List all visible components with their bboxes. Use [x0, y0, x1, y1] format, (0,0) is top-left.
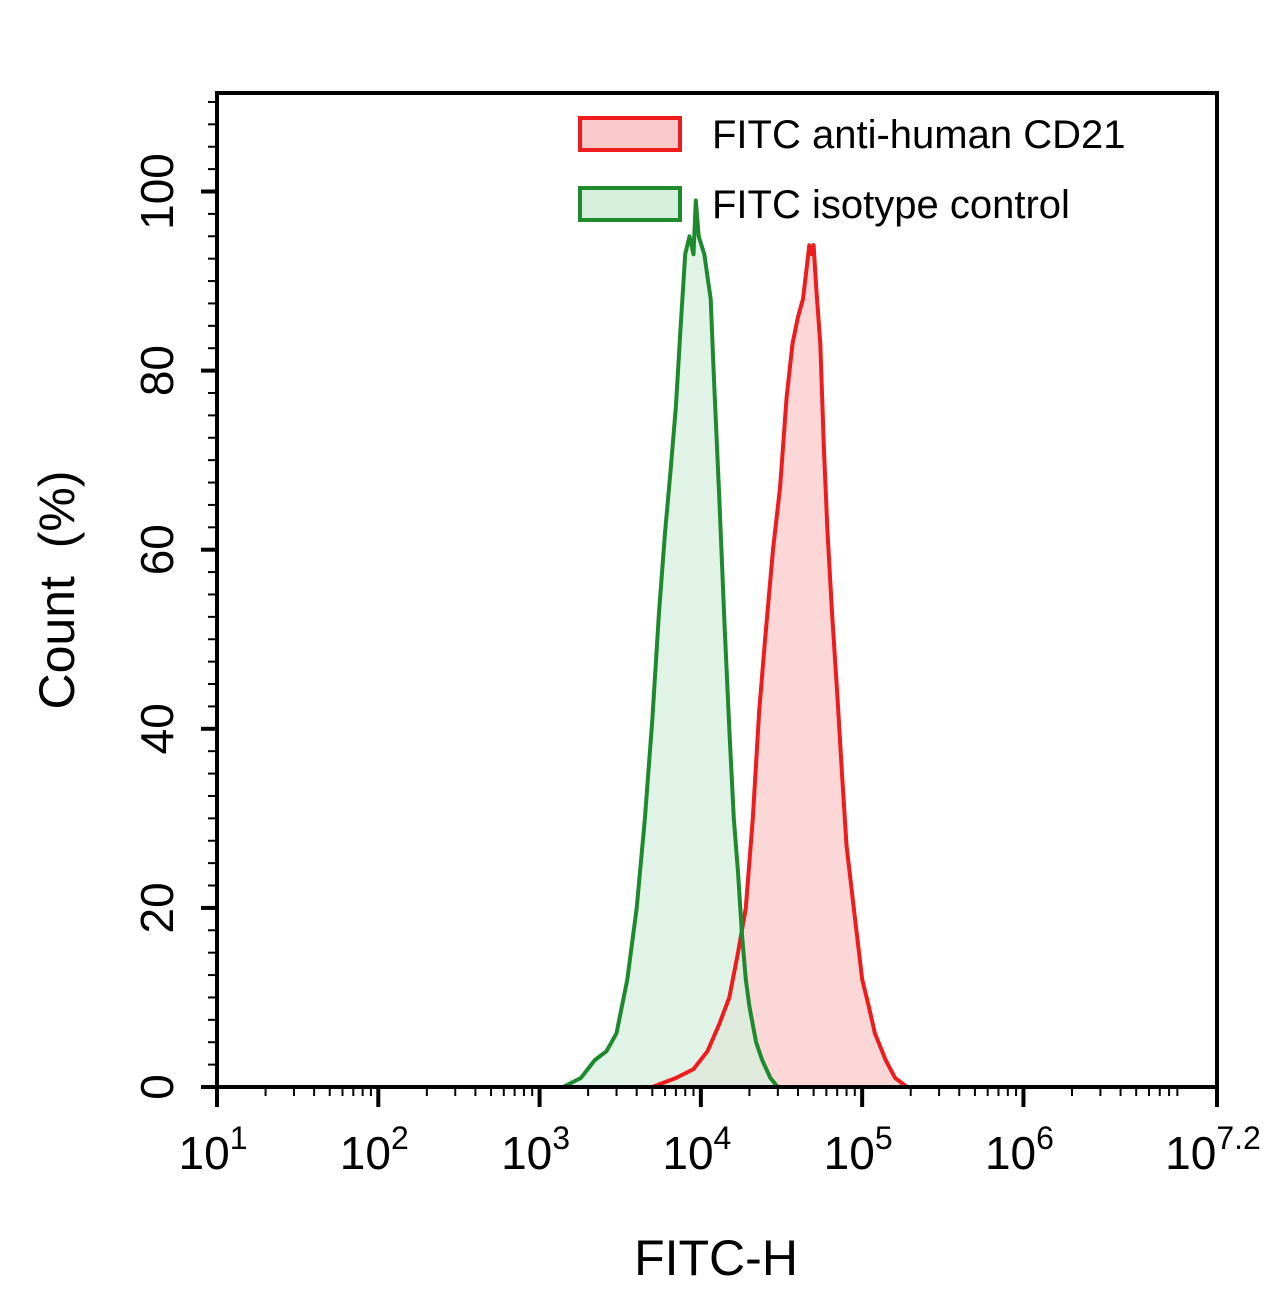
plot-area — [562, 198, 909, 1089]
x-tick-label: 106 — [985, 1120, 1054, 1179]
x-tick-base: 10 — [501, 1127, 552, 1179]
plot-frame — [215, 91, 1219, 1089]
y-tick-label: 20 — [131, 882, 183, 933]
x-tick-base: 10 — [179, 1127, 230, 1179]
legend-swatch-0 — [578, 116, 682, 152]
legend-label-0: FITC anti-human CD21 — [712, 113, 1125, 157]
x-tick-base: 10 — [340, 1127, 391, 1179]
series-line-1 — [562, 198, 780, 1089]
x-axis-title: FITC-H — [634, 1230, 798, 1286]
x-tick-exponent: 7.2 — [1216, 1120, 1260, 1156]
y-tick-label: 80 — [131, 345, 183, 396]
y-tick-label: 100 — [131, 153, 183, 230]
x-tick-label: 105 — [824, 1120, 893, 1179]
x-tick-label: 103 — [501, 1120, 570, 1179]
series-fill-1 — [563, 200, 778, 1087]
y-axis-title: Count (%) — [29, 471, 85, 710]
x-tick-exponent: 4 — [714, 1120, 732, 1156]
x-tick-exponent: 1 — [230, 1120, 248, 1156]
x-tick-exponent: 3 — [552, 1120, 570, 1156]
series-line-0 — [651, 243, 909, 1089]
x-tick-label: 107.2 — [1165, 1120, 1261, 1179]
series-fill-0 — [652, 245, 908, 1087]
legend-swatch-1 — [578, 186, 682, 222]
x-tick-base: 10 — [1165, 1127, 1216, 1179]
x-tick-exponent: 5 — [875, 1120, 893, 1156]
x-tick-label: 102 — [340, 1120, 409, 1179]
x-tick-base: 10 — [824, 1127, 875, 1179]
x-tick-base: 10 — [985, 1127, 1036, 1179]
x-tick-exponent: 2 — [391, 1120, 409, 1156]
x-tick-exponent: 6 — [1036, 1120, 1054, 1156]
legend: FITC anti-human CD21 FITC isotype control — [578, 113, 1125, 227]
y-tick-label: 40 — [131, 703, 183, 754]
x-tick-label: 104 — [662, 1120, 731, 1179]
y-tick-label: 0 — [131, 1074, 183, 1100]
legend-label-1: FITC isotype control — [712, 183, 1070, 227]
x-tick-base: 10 — [662, 1127, 713, 1179]
x-tick-label: 101 — [179, 1120, 248, 1179]
y-tick-label: 60 — [131, 524, 183, 575]
